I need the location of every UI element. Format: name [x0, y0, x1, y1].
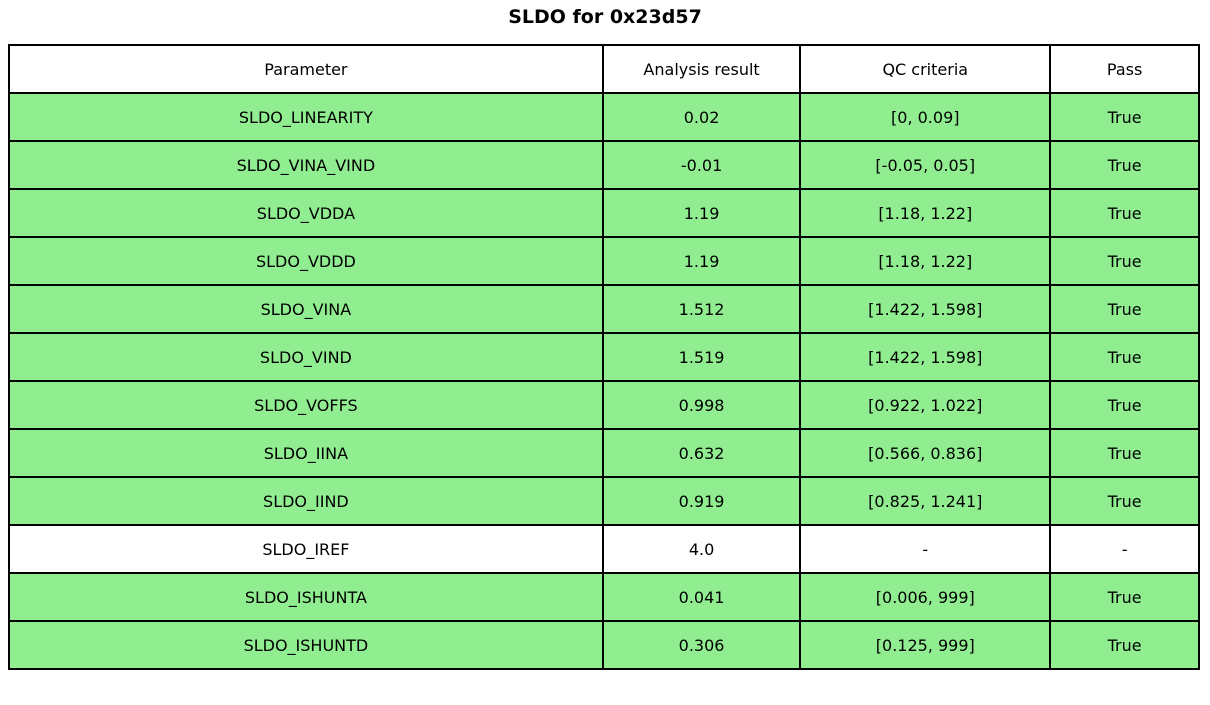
cell-pass: True	[1049, 476, 1200, 526]
cell-qc-criteria: [0, 0.09]	[799, 92, 1052, 142]
table-row: SLDO_IREF 4.0- -	[8, 524, 1200, 574]
table-row: SLDO_VINA_VIND -0.01 [-0.05, 0.05] True	[8, 140, 1200, 190]
cell-parameter: SLDO_IREF	[8, 524, 604, 574]
cell-qc-criteria: [1.422, 1.598]	[799, 332, 1052, 382]
column-header-pass: Pass	[1049, 44, 1200, 94]
cell-parameter: SLDO_VDDD	[8, 236, 604, 286]
cell-qc-criteria: [0.125, 999]	[799, 620, 1052, 670]
column-header-analysis-result: Analysis result	[601, 44, 802, 94]
cell-qc-criteria: [0.922, 1.022]	[799, 380, 1052, 430]
cell-analysis-result: 0.632	[601, 428, 802, 478]
cell-parameter: SLDO_VOFFS	[8, 380, 604, 430]
cell-pass: True	[1049, 92, 1200, 142]
cell-qc-criteria: [0.006, 999]	[799, 572, 1052, 622]
cell-parameter: SLDO_VINA_VIND	[8, 140, 604, 190]
cell-parameter: SLDO_IINA	[8, 428, 604, 478]
cell-pass: True	[1049, 332, 1200, 382]
cell-pass: True	[1049, 572, 1200, 622]
cell-parameter: SLDO_LINEARITY	[8, 92, 604, 142]
table-row: SLDO_VOFFS 0.998 [0.922, 1.022] True	[8, 380, 1200, 430]
cell-analysis-result: 1.519	[601, 332, 802, 382]
cell-pass: True	[1049, 620, 1200, 670]
cell-analysis-result: 0.306	[601, 620, 802, 670]
table-row: SLDO_VINA 1.512 [1.422, 1.598] True	[8, 284, 1200, 334]
header-row: Parameter Analysis result QC criteria Pa…	[8, 44, 1200, 94]
cell-analysis-result: 4.0	[601, 524, 802, 574]
qc-results-table: Parameter Analysis result QC criteria Pa…	[8, 44, 1200, 670]
cell-pass: True	[1049, 428, 1200, 478]
cell-qc-criteria: [1.18, 1.22]	[799, 236, 1052, 286]
table-row: SLDO_IIND 0.919 [0.825, 1.241] True	[8, 476, 1200, 526]
cell-parameter: SLDO_VDDA	[8, 188, 604, 238]
table-row: SLDO_VDDA 1.19 [1.18, 1.22] True	[8, 188, 1200, 238]
cell-qc-criteria: [1.18, 1.22]	[799, 188, 1052, 238]
cell-pass: True	[1049, 380, 1200, 430]
cell-qc-criteria: [-0.05, 0.05]	[799, 140, 1052, 190]
cell-parameter: SLDO_VIND	[8, 332, 604, 382]
cell-parameter: SLDO_ISHUNTD	[8, 620, 604, 670]
cell-pass: True	[1049, 140, 1200, 190]
cell-qc-criteria: [0.566, 0.836]	[799, 428, 1052, 478]
cell-qc-criteria: -	[799, 524, 1052, 574]
column-header-parameter: Parameter	[8, 44, 604, 94]
cell-pass: -	[1049, 524, 1200, 574]
table-row: SLDO_IINA 0.632 [0.566, 0.836] True	[8, 428, 1200, 478]
column-header-qc-criteria: QC criteria	[799, 44, 1052, 94]
cell-pass: True	[1049, 284, 1200, 334]
table-row: SLDO_LINEARITY 0.02 [0, 0.09] True	[8, 92, 1200, 142]
cell-analysis-result: 0.919	[601, 476, 802, 526]
cell-pass: True	[1049, 188, 1200, 238]
cell-analysis-result: 0.02	[601, 92, 802, 142]
cell-analysis-result: 1.512	[601, 284, 802, 334]
cell-parameter: SLDO_IIND	[8, 476, 604, 526]
cell-analysis-result: 0.041	[601, 572, 802, 622]
cell-analysis-result: 1.19	[601, 188, 802, 238]
cell-analysis-result: 0.998	[601, 380, 802, 430]
cell-parameter: SLDO_ISHUNTA	[8, 572, 604, 622]
cell-analysis-result: 1.19	[601, 236, 802, 286]
cell-analysis-result: -0.01	[601, 140, 802, 190]
cell-parameter: SLDO_VINA	[8, 284, 604, 334]
cell-qc-criteria: [1.422, 1.598]	[799, 284, 1052, 334]
table-row: SLDO_ISHUNTD 0.306 [0.125, 999] True	[8, 620, 1200, 670]
cell-pass: True	[1049, 236, 1200, 286]
table-row: SLDO_VDDD 1.19 [1.18, 1.22] True	[8, 236, 1200, 286]
table-body: SLDO_LINEARITY 0.02 [0, 0.09] True SLDO_VINA…	[8, 92, 1200, 670]
cell-qc-criteria: [0.825, 1.241]	[799, 476, 1052, 526]
table-row: SLDO_ISHUNTA 0.041 [0.006, 999] True	[8, 572, 1200, 622]
page-title: SLDO for 0x23d57	[508, 6, 702, 28]
table-row: SLDO_VIND 1.519 [1.422, 1.598] True	[8, 332, 1200, 382]
